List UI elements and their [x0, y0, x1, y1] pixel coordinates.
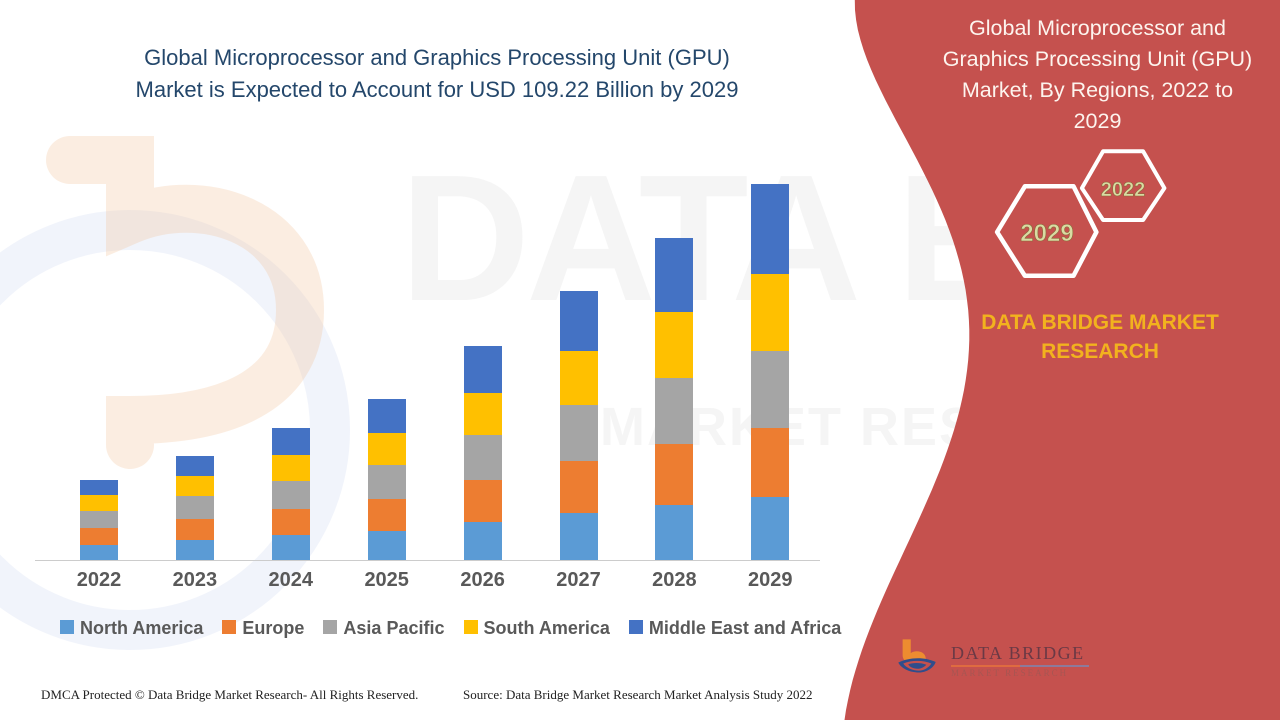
svg-text:2022: 2022	[1101, 179, 1146, 201]
svg-text:2029: 2029	[1020, 220, 1073, 247]
